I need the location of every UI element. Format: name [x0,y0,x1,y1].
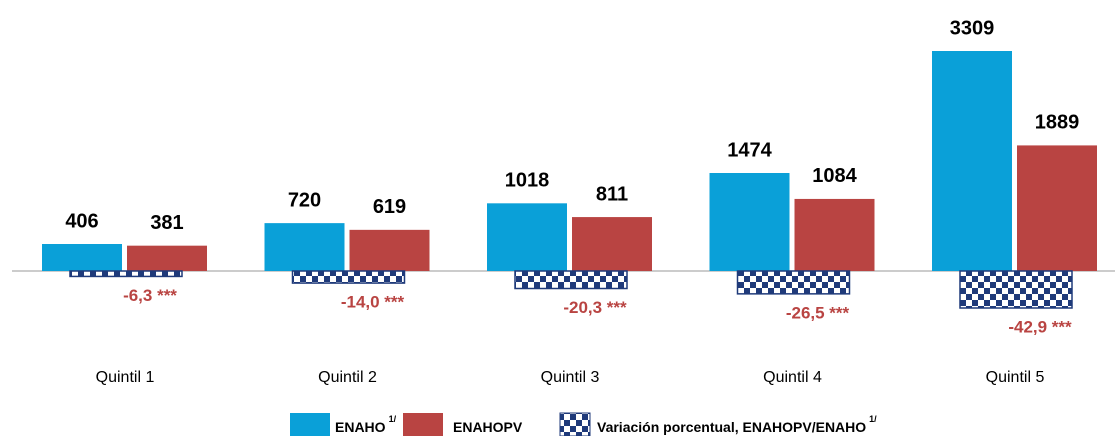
pct-label: -20,3 *** [563,298,627,317]
value-label: 619 [373,196,406,218]
legend-label: ENAHOPV [453,419,523,435]
x-tick-label: Quintil 2 [318,369,377,386]
value-label: 1084 [812,165,857,187]
legend-swatch [290,413,330,436]
legend-name: ENAHO [335,419,386,435]
pct-bar [69,270,183,278]
value-label: 1018 [505,170,550,192]
pct-label: -26,5 *** [786,303,850,322]
pct-label: -42,9 *** [1008,317,1072,336]
pct-bar [514,270,628,290]
x-tick-label: Quintil 5 [986,369,1045,386]
value-label: 3309 [950,17,995,39]
legend-swatch [403,413,443,436]
pct-bar [736,270,851,295]
legend-name: Variación porcentual, ENAHOPV/ENAHO [597,419,866,435]
value-label: 811 [596,183,628,205]
value-label: 381 [150,212,183,234]
value-label: 1474 [727,139,772,161]
legend-note: 1/ [389,414,397,424]
bar [932,51,1012,271]
bar [487,203,567,271]
legend-label: Variación porcentual, ENAHOPV/ENAHO 1/ [597,414,877,434]
bar [794,198,875,271]
pct-bar [291,270,406,284]
bar [1017,145,1097,271]
x-tick-label: Quintil 4 [763,369,822,386]
x-tick-label: Quintil 3 [541,369,600,386]
bar [42,244,122,271]
bar [709,173,790,271]
value-label: 406 [65,210,98,232]
bar [264,223,345,271]
legend-swatch [559,412,591,436]
pct-label: -14,0 *** [341,293,405,312]
legend-name: ENAHOPV [453,419,523,435]
pct-label: -6,3 *** [123,286,177,305]
value-label: 1889 [1035,112,1080,134]
legend-label: ENAHO 1/ [335,414,397,434]
bar [127,245,207,271]
legend-note: 1/ [869,414,877,424]
value-label: 720 [288,189,321,211]
bar [572,217,652,271]
bar [349,229,430,271]
x-tick-label: Quintil 1 [96,369,155,386]
pct-bar [959,270,1073,309]
